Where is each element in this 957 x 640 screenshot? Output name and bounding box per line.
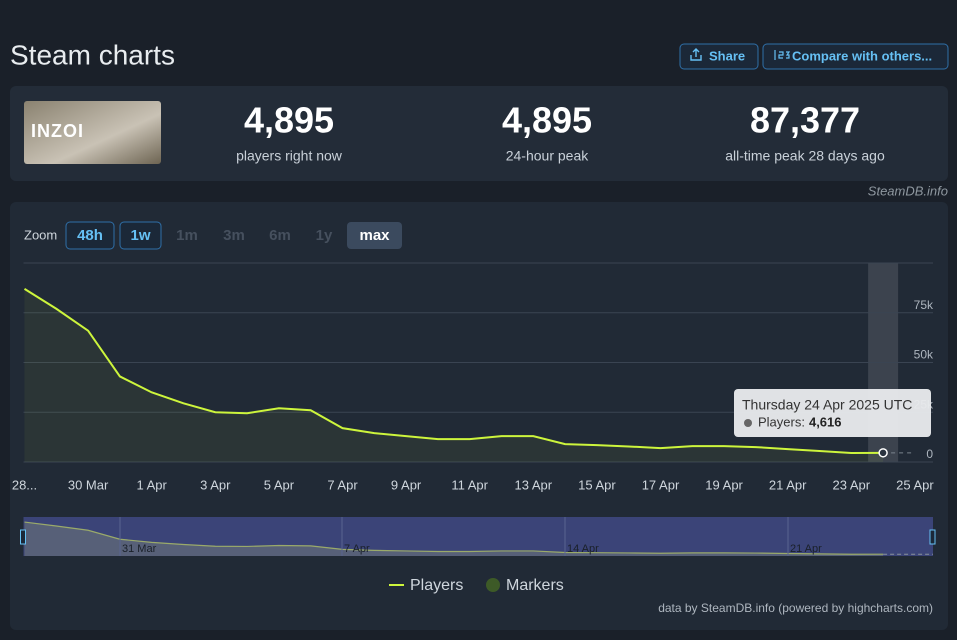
button-frame: [65, 221, 115, 250]
zoom-button[interactable]: 1m: [176, 227, 198, 244]
y-tick-label: 50k: [914, 348, 934, 362]
legend-label: Markers: [506, 577, 564, 594]
y-tick-label: 0: [926, 447, 933, 461]
x-tick-label: 28...: [12, 477, 37, 492]
x-tick-label: 23 Apr: [833, 477, 871, 492]
zoom-label: Zoom: [24, 227, 57, 242]
legend-item[interactable]: Markers: [486, 577, 564, 594]
y-tick-label: 75k: [914, 298, 934, 312]
zoom-button[interactable]: 1y: [316, 227, 333, 244]
zoom-button[interactable]: 6m: [269, 227, 291, 244]
navigator-label: 14 Apr: [567, 543, 599, 555]
zoom-option: 6m: [269, 227, 291, 244]
x-tick-label: 30 Mar: [68, 477, 109, 492]
zoom-option: 48h: [77, 227, 103, 244]
x-tick-label: 7 Apr: [327, 477, 358, 492]
navigator-handle[interactable]: [20, 529, 26, 545]
compare-icon: [774, 50, 791, 60]
x-tick-label: 13 Apr: [515, 477, 553, 492]
x-tick-label: 3 Apr: [200, 477, 231, 492]
stat-value: 4,895: [244, 100, 334, 141]
stat-value: 87,377: [750, 100, 860, 141]
tooltip-series: Players:: [758, 414, 805, 429]
watermark: SteamDB.info: [868, 183, 948, 198]
x-tick-label: 21 Apr: [769, 477, 807, 492]
button-label: Compare with others...: [792, 48, 932, 63]
series-line: [23, 288, 884, 455]
button-frame: [679, 43, 759, 70]
legend-swatch: [486, 578, 500, 592]
x-tick-label: 9 Apr: [391, 477, 422, 492]
x-tick-label: 19 Apr: [705, 477, 743, 492]
button-label: Share: [709, 48, 745, 63]
button-frame: [119, 221, 162, 250]
zoom-button[interactable]: 3m: [223, 227, 245, 244]
page-title: Steam charts: [10, 39, 175, 70]
zoom-option: 1w: [130, 227, 150, 244]
navigator-label: 7 Apr: [344, 543, 370, 555]
stat-label: all-time peak 28 days ago: [725, 148, 885, 164]
legend-label: Players: [410, 577, 463, 594]
tooltip-bullet: [744, 419, 752, 427]
x-tick-label: 25 Apr: [896, 477, 934, 492]
navigator-mask: [23, 517, 933, 556]
x-tick-label: 15 Apr: [578, 477, 616, 492]
compare-button[interactable]: Compare with others...: [762, 43, 949, 70]
hover-point: [878, 448, 888, 458]
button-frame: [347, 222, 402, 249]
button-frame: [762, 43, 949, 70]
navigator-label: 21 Apr: [790, 543, 822, 555]
navigator-label: 31 Mar: [122, 543, 157, 555]
zoom-button[interactable]: max: [347, 222, 402, 249]
tooltip-value: 4,616: [809, 414, 842, 429]
navigator-handle[interactable]: [929, 529, 936, 545]
x-tick-label: 17 Apr: [642, 477, 680, 492]
stat-value: 4,895: [502, 100, 592, 141]
zoom-option: 1m: [176, 227, 198, 244]
tooltip-title: Thursday 24 Apr 2025 UTC: [742, 397, 912, 413]
stat-label: 24-hour peak: [506, 148, 590, 164]
game-image: [24, 101, 161, 164]
area-fill: [24, 288, 884, 462]
navigator-line: [24, 521, 884, 555]
credits[interactable]: data by SteamDB.info (powered by highcha…: [658, 601, 933, 615]
tooltip-box: [734, 389, 931, 437]
zoom-option: max: [359, 227, 390, 244]
x-tick-label: 11 Apr: [451, 477, 488, 492]
game-logo: INZOI: [31, 121, 84, 141]
stats-panel: [10, 86, 948, 181]
zoom-option: 1y: [316, 227, 333, 244]
x-tick-label: 5 Apr: [264, 477, 295, 492]
navigator-area: [24, 522, 884, 556]
zoom-button[interactable]: 48h: [65, 221, 115, 250]
zoom-option: 3m: [223, 227, 245, 244]
share-icon: [690, 48, 702, 61]
share-button[interactable]: Share: [679, 43, 759, 70]
stat-label: players right now: [236, 148, 343, 164]
x-tick-label: 1 Apr: [137, 477, 168, 492]
zoom-button[interactable]: 1w: [119, 221, 162, 250]
legend-item[interactable]: Players: [389, 577, 463, 594]
